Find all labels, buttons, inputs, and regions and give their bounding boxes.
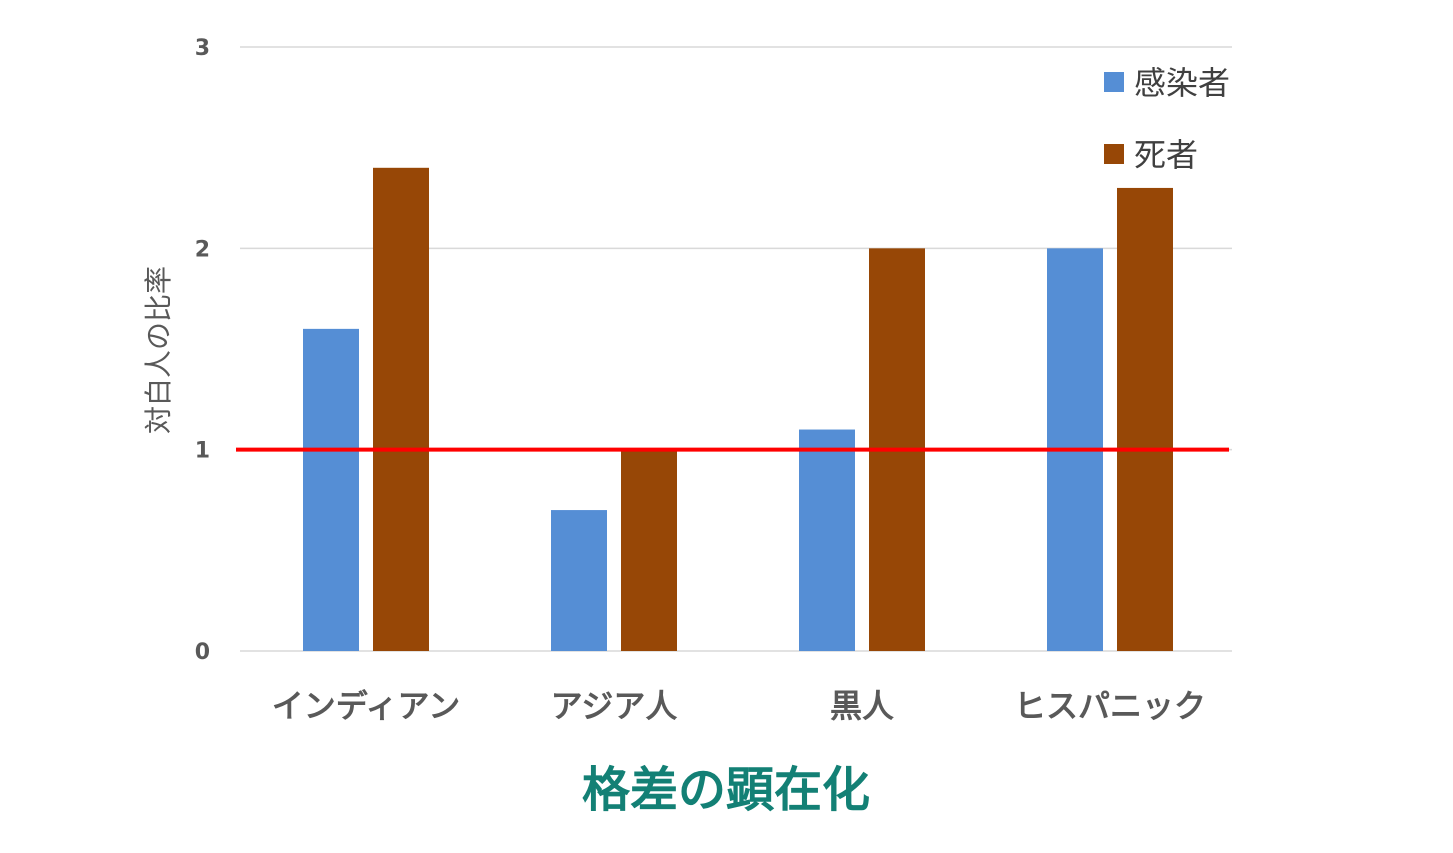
x-category-label: 黒人 bbox=[830, 687, 894, 725]
y-tick-label: 3 bbox=[195, 36, 210, 61]
y-tick-label: 0 bbox=[195, 640, 210, 665]
y-tick-label: 1 bbox=[195, 439, 210, 464]
bar-deaths bbox=[621, 449, 677, 651]
x-category-label: ヒスパニック bbox=[1014, 687, 1206, 725]
legend-label: 死者 bbox=[1134, 136, 1198, 174]
bar-deaths bbox=[1117, 187, 1173, 651]
y-axis-label: 対白人の比率 bbox=[142, 266, 175, 434]
bar-infections bbox=[551, 510, 607, 651]
bar-deaths bbox=[373, 167, 429, 652]
x-category-label: インディアン bbox=[272, 687, 460, 725]
y-axis-ticks: 0 1 2 3 bbox=[195, 36, 210, 665]
bars bbox=[303, 167, 1173, 652]
y-tick-label: 2 bbox=[195, 237, 210, 262]
legend-label: 感染者 bbox=[1134, 64, 1230, 102]
bar-infections bbox=[799, 429, 855, 651]
x-category-label: アジア人 bbox=[551, 687, 678, 725]
chart-title: 格差の顕在化 bbox=[582, 762, 870, 818]
legend-swatch bbox=[1104, 144, 1124, 164]
legend-swatch bbox=[1104, 72, 1124, 92]
x-axis-categories: インディアン アジア人 黒人 ヒスパニック bbox=[272, 687, 1206, 725]
bar-infections bbox=[303, 328, 359, 651]
